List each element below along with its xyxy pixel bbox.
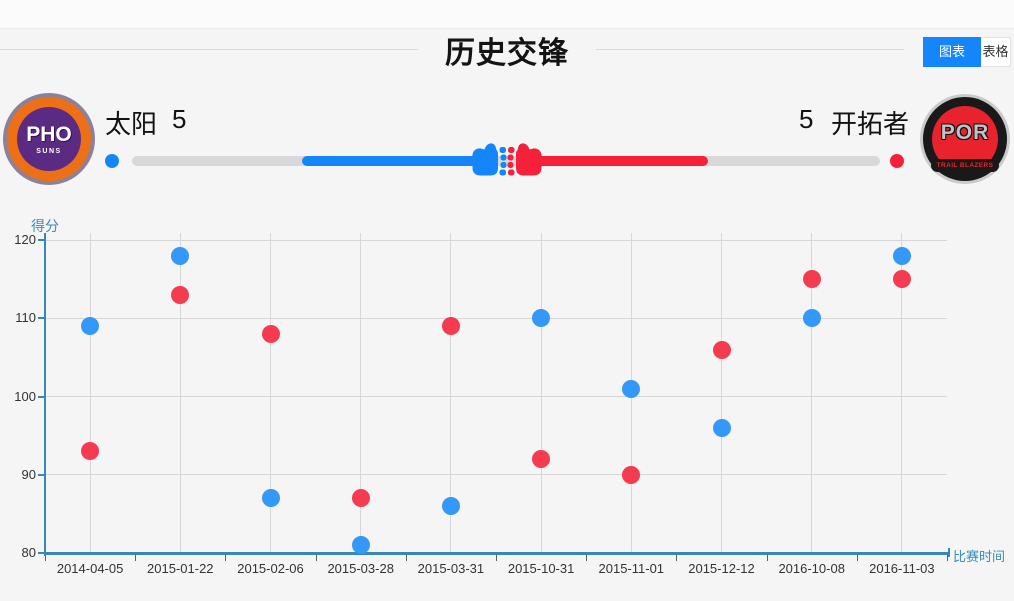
data-point-away (532, 450, 551, 469)
away-marker-dot (890, 154, 904, 168)
x-tick-mark (856, 555, 858, 561)
x-tick-mark (766, 555, 768, 561)
data-point-home (81, 317, 100, 336)
data-point-away (712, 340, 731, 359)
away-team-name: 开拓者 (831, 109, 910, 139)
versus-bar-track (132, 156, 880, 166)
x-tick-label: 2015-10-31 (507, 561, 575, 576)
gridline-horizontal (45, 474, 947, 476)
x-tick-label: 2016-10-08 (778, 561, 845, 576)
x-tick-mark (45, 555, 46, 561)
home-team-name: 太阳 (105, 109, 158, 139)
gridline-vertical (89, 233, 91, 553)
data-point-home (441, 497, 460, 516)
tab-table[interactable]: 表格 (981, 37, 1011, 67)
data-point-home (261, 489, 280, 508)
y-tick-label: 80 (21, 545, 36, 560)
data-point-home (351, 536, 370, 555)
y-tick-mark (38, 552, 44, 554)
home-marker-dot (105, 154, 119, 168)
x-tick-label: 2015-02-06 (237, 561, 304, 576)
y-axis-title: 得分 (31, 218, 59, 234)
y-tick-label: 100 (14, 388, 36, 404)
x-tick-label: 2015-12-12 (688, 561, 755, 576)
y-tick-label: 110 (15, 310, 36, 326)
y-tick-mark (38, 239, 44, 241)
data-point-home (712, 418, 731, 437)
blazers-logo: POR TRAIL BLAZERS (923, 97, 1007, 181)
x-tick-label: 2015-01-22 (147, 561, 214, 576)
gridline-horizontal (45, 317, 947, 319)
data-point-away (81, 442, 100, 461)
gridline-vertical (179, 233, 181, 553)
x-axis-line (45, 552, 949, 555)
x-tick-label: 2014-04-05 (56, 561, 124, 576)
title-divider-left (0, 49, 418, 50)
x-axis-title: 比赛时间 (953, 549, 1006, 564)
data-point-away (892, 270, 911, 289)
y-axis-line (44, 233, 46, 556)
data-point-away (622, 465, 641, 484)
away-team-wins: 5 (799, 104, 814, 134)
x-tick-label: 2015-03-31 (417, 561, 485, 576)
data-point-home (622, 379, 641, 398)
data-point-home (171, 246, 190, 265)
versus-bar-home-fill (302, 156, 483, 166)
suns-logo: PHO SUNS (7, 97, 91, 181)
gridline-vertical (811, 233, 813, 553)
y-tick-mark (38, 395, 44, 398)
x-tick-mark (405, 555, 407, 561)
gridline-vertical (270, 233, 271, 553)
tab-chart[interactable]: 图表 (923, 37, 981, 67)
data-point-away (441, 317, 460, 336)
x-tick-mark (586, 555, 588, 561)
y-tick-label: 120 (14, 232, 36, 247)
gridline-horizontal (45, 239, 947, 241)
x-tick-mark (676, 555, 678, 561)
gridline-vertical (901, 233, 903, 553)
data-point-away (171, 285, 190, 304)
gridline-vertical (450, 233, 452, 553)
gridline-horizontal (45, 396, 947, 397)
top-strip (0, 0, 1014, 29)
data-point-away (261, 324, 280, 343)
data-point-home (802, 309, 821, 328)
x-tick-mark (135, 555, 137, 561)
y-tick-mark (38, 473, 44, 476)
blazers-logo-subtext: TRAIL BLAZERS (931, 159, 999, 172)
home-team-wins: 5 (172, 104, 187, 134)
suns-logo-subtext: SUNS (36, 148, 62, 155)
page-title: 历史交锋 (445, 37, 569, 70)
title-divider-right (596, 49, 904, 50)
view-toggle: 图表 表格 (923, 37, 1011, 67)
data-point-away (351, 489, 370, 508)
x-axis-end-tick (948, 548, 950, 557)
x-tick-label: 2016-11-03 (869, 561, 935, 576)
suns-logo-abbr: PHO (26, 123, 72, 146)
suns-logo-inner-circle (17, 107, 81, 171)
data-point-home (532, 309, 551, 328)
blazers-logo-abbr: POR (940, 121, 990, 144)
gridline-vertical (721, 233, 722, 553)
data-point-home (892, 246, 911, 265)
versus-bar-away-fill (531, 156, 708, 166)
y-tick-mark (38, 317, 44, 320)
x-tick-label: 2015-11-01 (598, 561, 665, 576)
x-tick-label: 2015-03-28 (327, 561, 394, 576)
data-point-away (802, 270, 821, 289)
gridline-vertical (540, 233, 542, 553)
gridline-vertical (360, 233, 362, 553)
x-tick-mark (315, 555, 317, 561)
x-tick-mark (496, 555, 497, 561)
x-tick-mark (947, 555, 948, 561)
x-tick-mark (225, 555, 227, 561)
y-tick-label: 90 (21, 466, 36, 482)
